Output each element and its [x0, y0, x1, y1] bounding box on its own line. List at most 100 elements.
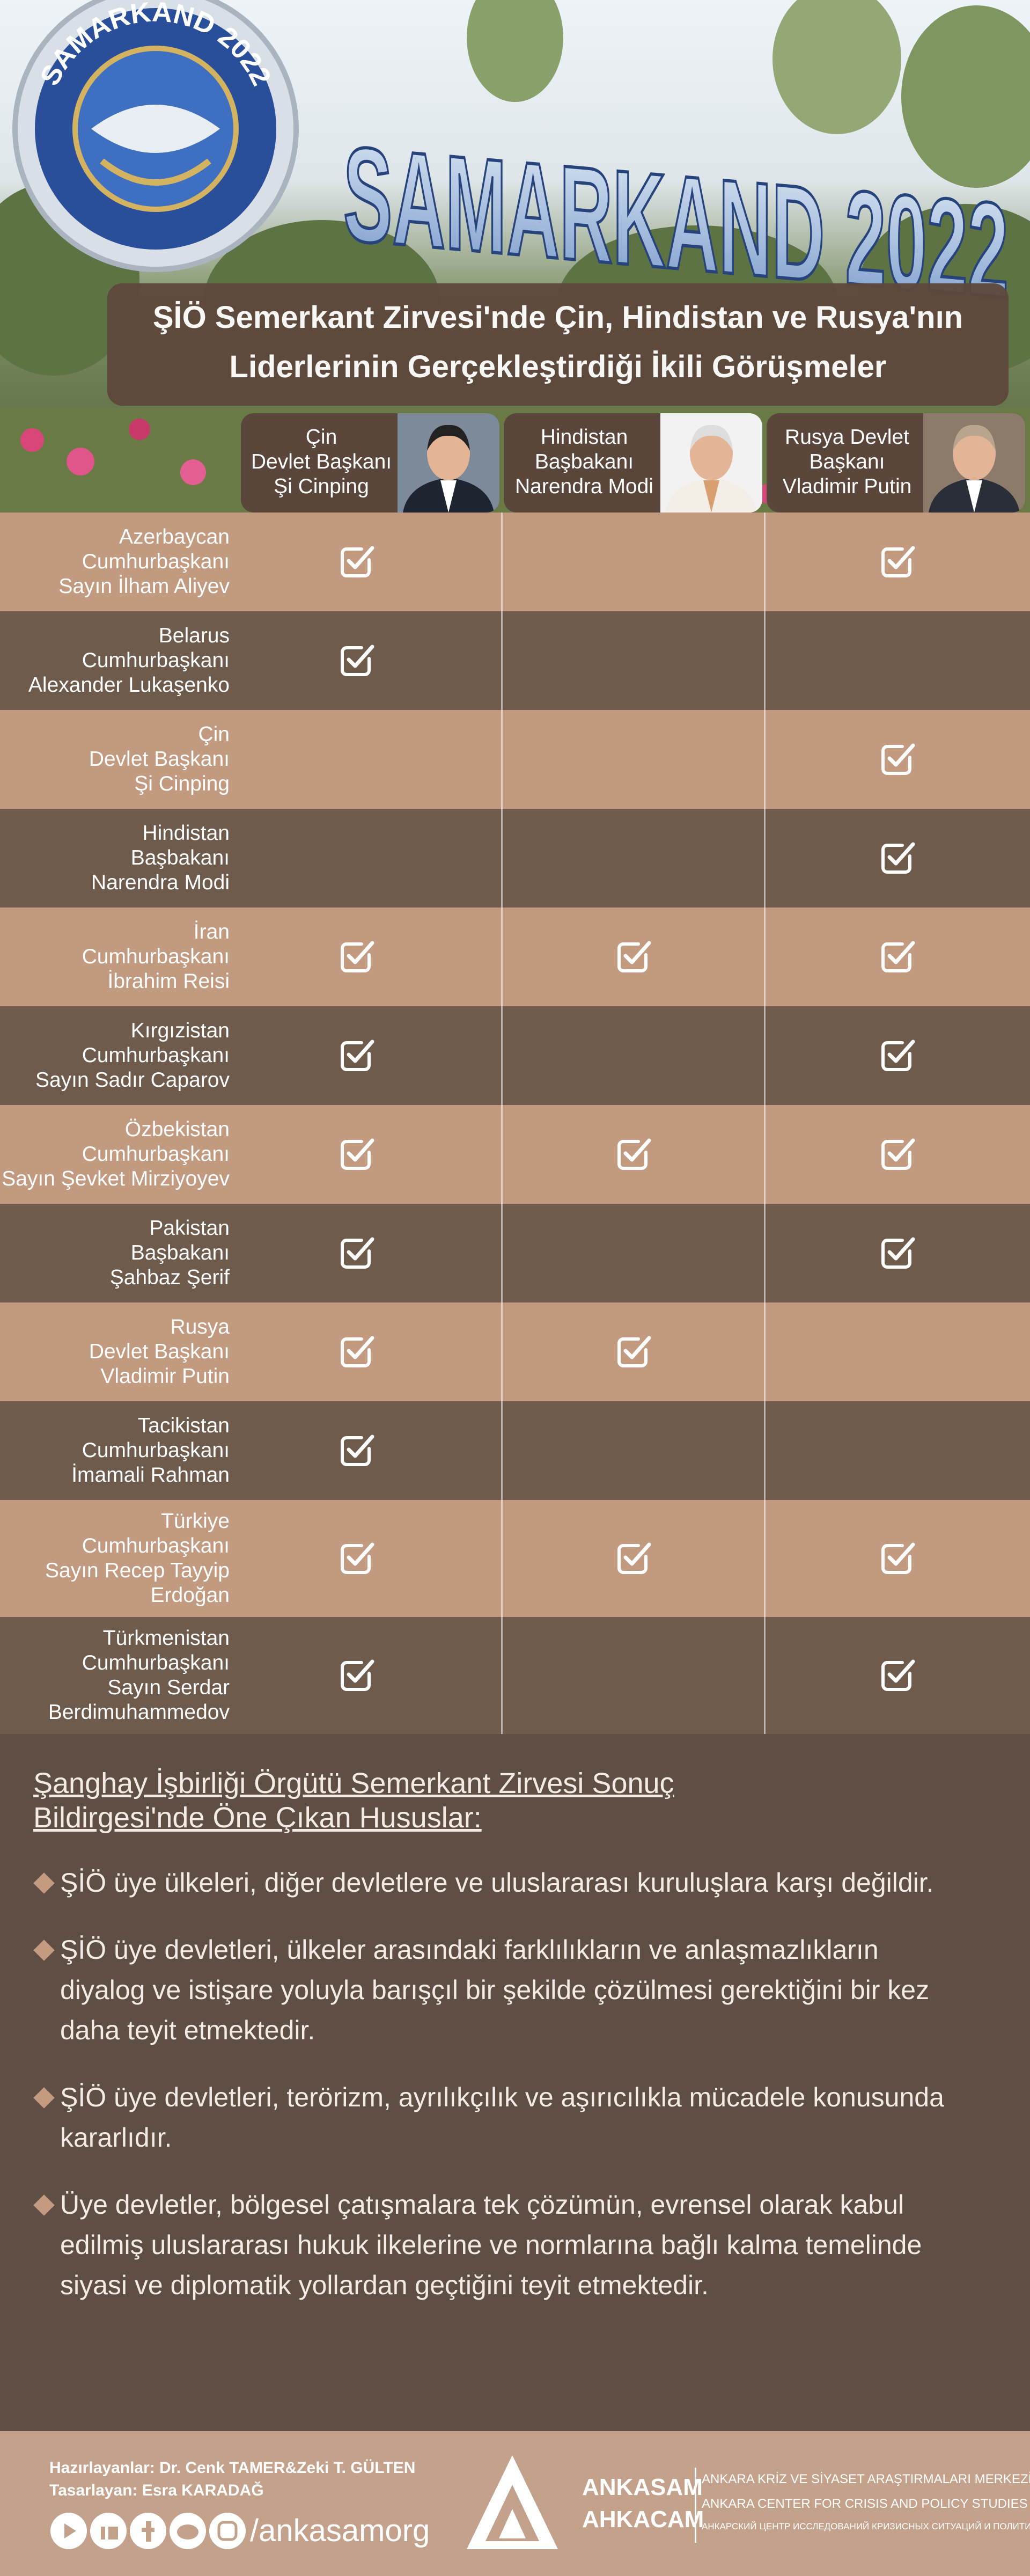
- check-box: [617, 1544, 648, 1574]
- portrait-hair: [427, 425, 470, 451]
- row-label-line: Rusya: [170, 1315, 230, 1338]
- row-label-line: Belarus: [158, 624, 230, 647]
- org-line: ANKARA KRİZ VE SİYASET ARAŞTIRMALARI MER…: [702, 2472, 1030, 2486]
- row-label: İran Cumhurbaşkanı İbrahim Reisi: [82, 920, 230, 994]
- title-line: Liderlerinin Gerçekleştirdiği İkili Görü…: [229, 349, 887, 384]
- column-header-line: Başbakanı: [534, 450, 634, 473]
- heading-line: Şanghay İşbirliği Örgütü Semerkant Zirve…: [33, 1767, 674, 1799]
- row-label-line: Narendra Modi: [91, 871, 230, 894]
- check-box: [341, 1140, 371, 1170]
- title-line: ŞİÖ Semerkant Zirvesi'nde Çin, Hindistan…: [152, 300, 963, 335]
- summary-item-text: Üye devletler, bölgesel çatışmalara tek …: [60, 2190, 922, 2300]
- row-label: Türkmenistan Cumhurbaşkanı Sayın Serdar Ber…: [48, 1626, 230, 1725]
- row-label-line: Cumhurbaşkanı: [82, 1143, 230, 1166]
- row-label: Özbekistan Cumhurbaşkanı Sayın Şevket Mirz…: [2, 1117, 230, 1191]
- check-box: [617, 942, 648, 972]
- check-icon: [341, 1138, 374, 1170]
- social-handle: /ankasamorg: [250, 2513, 430, 2548]
- summary-item: ŞİÖ üye ülkeleri, diğer devletlere ve ul…: [33, 1863, 967, 1903]
- check-box: [881, 1140, 911, 1170]
- portrait-hair: [690, 425, 733, 451]
- column-separator: [501, 513, 503, 1734]
- column-header-line: Başkanı: [809, 450, 885, 473]
- check-tick: [347, 1237, 374, 1261]
- portrait-collar: [440, 480, 457, 513]
- column-header-line: Vladimir Putin: [782, 475, 912, 498]
- row-label-line: Cumhurbaşkanı: [82, 1439, 230, 1462]
- check-tick: [887, 1040, 915, 1063]
- bullet-diamond: [33, 2194, 55, 2216]
- row-label: Kırgızistan Cumhurbaşkanı Sayın Sadır Capa…: [35, 1019, 230, 1093]
- logo: SAMARKAND 2022: [12, 0, 299, 272]
- row-label-line: Hindistan: [142, 822, 230, 845]
- check-icon: [881, 1237, 915, 1269]
- check-box: [881, 547, 911, 577]
- row-label: Çin Devlet Başkanı Şi Cinping: [89, 722, 230, 796]
- row-label-line: İmamali Rahman: [71, 1463, 230, 1487]
- brand-name-cyrillic: AHKACAM: [582, 2506, 704, 2533]
- row-label-line: Türkmenistan: [102, 1627, 230, 1650]
- row-label-line: Devlet Başkanı: [89, 1340, 230, 1363]
- summary-item-text: ŞİÖ üye devletleri, terörizm, ayrılıkçıl…: [60, 2082, 944, 2153]
- row-label: Rusya Devlet Başkanı Vladimir Putin: [89, 1315, 230, 1389]
- check-tick: [887, 842, 915, 866]
- row-label-line: Sayın Sadır Caparov: [35, 1069, 230, 1092]
- row-label-line: Cumhurbaşkanı: [82, 550, 230, 573]
- row-label-line: Pakistan: [149, 1217, 230, 1240]
- portrait-face: [427, 427, 470, 480]
- check-tick: [347, 1659, 374, 1683]
- check-icon: [617, 941, 651, 972]
- row-label-line: Cumhurbaşkanı: [82, 1651, 230, 1674]
- check-tick: [887, 941, 915, 964]
- row-label-line: İran: [193, 920, 230, 943]
- check-icon: [617, 1138, 651, 1170]
- check-icon: [341, 1542, 374, 1574]
- check-icon: [881, 941, 915, 972]
- check-box: [881, 745, 911, 775]
- row-label-line: Azerbaycan: [119, 525, 230, 548]
- row-label-line: Cumhurbaşkanı: [82, 1044, 230, 1067]
- column-header-line: Şi Cinping: [274, 475, 369, 498]
- row-label-line: Cumhurbaşkanı: [82, 945, 230, 968]
- summary-section: Şanghay İşbirliği Örgütü Semerkant Zirve…: [0, 1734, 1030, 2431]
- row-label-line: Erdoğan: [150, 1584, 230, 1607]
- summary-heading: Şanghay İşbirliği Örgütü Semerkant Zirve…: [33, 1766, 674, 1835]
- row-label-line: Sayın İlham Aliyev: [58, 575, 230, 598]
- brand-logo: [467, 2455, 558, 2549]
- check-tick: [887, 1138, 915, 1162]
- check-box: [341, 646, 371, 676]
- title-box: ŞİÖ Semerkant Zirvesi'nde Çin, Hindistan…: [107, 283, 1009, 406]
- check-box: [341, 1239, 371, 1269]
- summary-item-text: ŞİÖ üye devletleri, ülkeler arasındaki f…: [60, 1935, 930, 2045]
- check-box: [881, 1544, 911, 1574]
- row-label-line: Sayın Recep Tayyip: [45, 1559, 230, 1582]
- check-tick: [347, 1542, 374, 1566]
- check-icon: [881, 1542, 915, 1574]
- check-box: [881, 1239, 911, 1269]
- row-label-line: Şahbaz Şerif: [109, 1266, 230, 1289]
- row-label: Tacikistan Cumhurbaşkanı İmamali Rahman: [71, 1414, 230, 1488]
- check-box: [881, 844, 911, 874]
- table-row: Tacikistan Cumhurbaşkanı İmamali Rahman: [0, 1401, 1030, 1500]
- table-row: Türkiye Cumhurbaşkanı Sayın Recep Tayyip Er…: [0, 1500, 1030, 1617]
- check-tick: [887, 1659, 915, 1683]
- summary-items: ŞİÖ üye ülkeleri, diğer devletlere ve ul…: [33, 1863, 967, 2332]
- row-label-line: Alexander Lukaşenko: [28, 674, 230, 697]
- leader-portrait: [923, 413, 1025, 513]
- check-box: [881, 942, 911, 972]
- row-label-line: Devlet Başkanı: [89, 748, 230, 771]
- bullet-diamond: [33, 1940, 55, 1961]
- table-row: Türkmenistan Cumhurbaşkanı Sayın Serdar Ber…: [0, 1617, 1030, 1734]
- portrait-hair: [953, 425, 996, 451]
- check-box: [341, 1661, 371, 1691]
- check-icon: [341, 941, 374, 972]
- check-icon: [881, 1659, 915, 1691]
- column-header-text: Hindistan Başbakanı Narendra Modi: [504, 425, 665, 499]
- brand-name: ANKASAM: [582, 2474, 703, 2500]
- prepared-by: Hazırlayanlar: Dr. Cenk TAMER&Zeki T. GÜ…: [49, 2459, 416, 2477]
- column-header-line: Hindistan: [540, 426, 628, 449]
- portrait-collar: [703, 480, 719, 513]
- social-icons: [50, 2513, 246, 2549]
- column-header: Rusya Devlet Başkanı Vladimir Putin: [767, 413, 1025, 513]
